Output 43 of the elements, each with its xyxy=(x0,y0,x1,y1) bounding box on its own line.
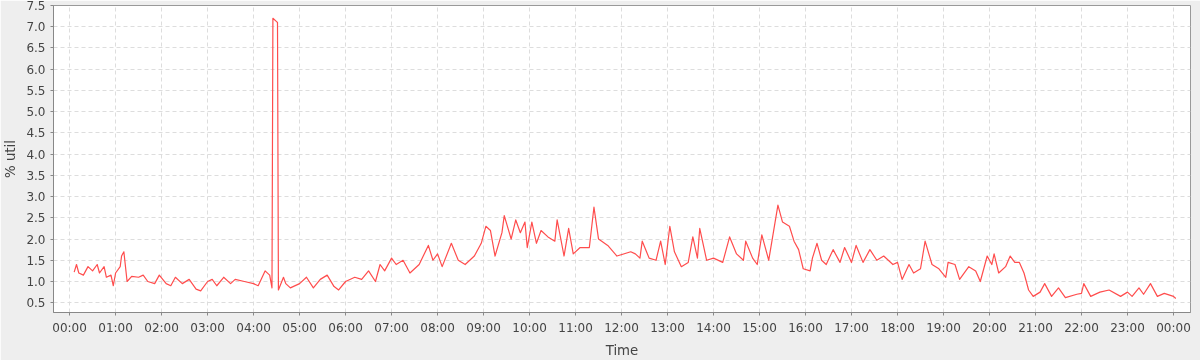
y-tick-label: 7.5 xyxy=(26,0,46,13)
x-tick-label: 16:00 xyxy=(788,320,823,335)
x-tick-label: 01:00 xyxy=(98,320,133,335)
x-tick-label: 14:00 xyxy=(696,320,731,335)
y-tick-label: 0.5 xyxy=(26,296,46,311)
x-tick-label: 02:00 xyxy=(144,320,179,335)
x-tick-label: 09:00 xyxy=(466,320,501,335)
x-tick-label: 18:00 xyxy=(880,320,915,335)
x-axis-title: Time xyxy=(604,342,639,358)
y-tick-label: 3.5 xyxy=(26,168,46,183)
y-tick-label: 1.0 xyxy=(26,275,46,289)
x-tick-label: 13:00 xyxy=(650,320,685,335)
x-tick-label: 08:00 xyxy=(420,320,455,335)
y-tick-label: 6.0 xyxy=(26,62,46,77)
x-tick-label: 03:00 xyxy=(190,320,225,335)
x-tick-label: 23:00 xyxy=(1110,320,1145,335)
x-tick-label: 22:00 xyxy=(1064,320,1099,335)
x-tick-label: 06:00 xyxy=(328,320,363,335)
x-tick-label: 20:00 xyxy=(972,320,1007,335)
y-tick-label: 4.0 xyxy=(26,147,46,162)
x-tick-label: 19:00 xyxy=(926,320,961,335)
x-tick-label: 15:00 xyxy=(742,320,777,335)
y-tick-label: 4.5 xyxy=(26,126,46,141)
line-series xyxy=(73,17,1177,300)
x-tick-label: 07:00 xyxy=(374,320,409,335)
y-tick-label: 6.5 xyxy=(26,41,46,56)
x-tick-label: 11:00 xyxy=(558,320,593,335)
y-tick-label: 2.5 xyxy=(26,211,46,226)
x-tick-label: 12:00 xyxy=(604,320,639,335)
y-tick-label: 3.0 xyxy=(26,190,46,205)
y-tick-label: 2.0 xyxy=(26,232,46,247)
x-tick-label: 05:00 xyxy=(282,320,317,335)
y-tick-label: 7.0 xyxy=(26,20,46,35)
x-tick-label: 00:00 xyxy=(1156,320,1191,335)
y-tick-label: 5.0 xyxy=(26,105,46,120)
y-axis-title: % util xyxy=(3,140,19,178)
x-tick-label: 21:00 xyxy=(1018,320,1053,335)
y-tick-label: 1.5 xyxy=(26,253,46,268)
x-tick-label: 00:00 xyxy=(52,320,87,335)
x-tick-label: 04:00 xyxy=(236,320,271,335)
y-tick-label: 5.5 xyxy=(26,83,46,98)
x-tick-label: 17:00 xyxy=(834,320,869,335)
x-tick-label: 10:00 xyxy=(512,320,547,335)
